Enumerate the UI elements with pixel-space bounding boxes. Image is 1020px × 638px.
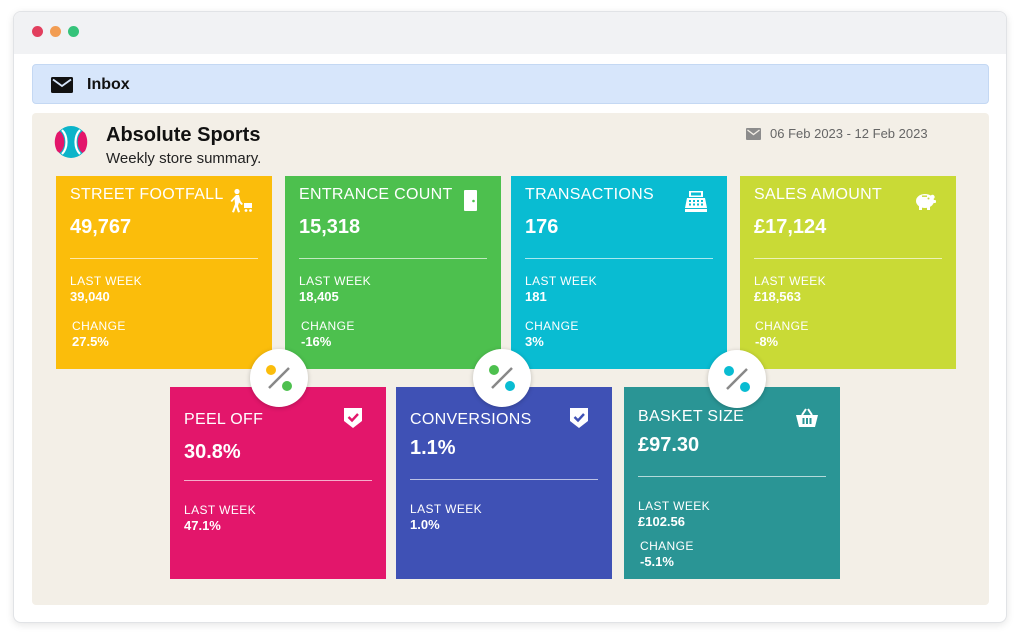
window-titlebar bbox=[14, 12, 1006, 54]
percent-icon bbox=[724, 366, 750, 392]
card-peel-off[interactable]: PEEL OFF 30.8% LAST WEEK 47.1% bbox=[170, 387, 386, 579]
card-title: SALES AMOUNT bbox=[754, 186, 883, 203]
card-title: BASKET SIZE bbox=[638, 408, 745, 425]
card-transactions[interactable]: TRANSACTIONS 176 LAST WEEK 181 CHANGE 3% bbox=[511, 176, 727, 369]
card-title: CONVERSIONS bbox=[410, 411, 532, 428]
card-divider bbox=[70, 258, 258, 259]
last-week-label: LAST WEEK bbox=[410, 502, 483, 516]
last-week-value: £102.56 bbox=[638, 514, 685, 529]
shield-check-icon bbox=[344, 408, 362, 428]
last-week-value: 47.1% bbox=[184, 518, 221, 533]
percent-icon bbox=[266, 365, 292, 391]
last-week-label: LAST WEEK bbox=[70, 274, 143, 288]
last-week-value: 39,040 bbox=[70, 289, 110, 304]
piggy-bank-icon bbox=[916, 194, 936, 210]
card-divider bbox=[638, 476, 826, 477]
card-entrance-count[interactable]: ENTRANCE COUNT 15,318 LAST WEEK 18,405 C… bbox=[285, 176, 501, 369]
envelope-icon bbox=[746, 128, 761, 140]
card-value: 176 bbox=[525, 216, 559, 238]
envelope-icon bbox=[51, 77, 73, 93]
last-week-label: LAST WEEK bbox=[638, 499, 711, 513]
card-divider bbox=[754, 258, 942, 259]
change-value: -5.1% bbox=[640, 554, 674, 569]
door-icon bbox=[464, 190, 477, 211]
percent-badge-peel-off bbox=[250, 349, 308, 407]
percent-icon bbox=[489, 365, 515, 391]
last-week-label: LAST WEEK bbox=[299, 274, 372, 288]
card-divider bbox=[410, 479, 598, 480]
card-value: £97.30 bbox=[638, 434, 700, 456]
card-value: £17,124 bbox=[754, 216, 827, 238]
store-name: Absolute Sports bbox=[106, 124, 261, 146]
card-street-footfall[interactable]: STREET FOOTFALL 49,767 LAST WEEK 39,040 … bbox=[56, 176, 272, 369]
date-range-text: 06 Feb 2023 - 12 Feb 2023 bbox=[770, 126, 928, 141]
card-value: 49,767 bbox=[70, 216, 132, 238]
cash-register-icon bbox=[685, 191, 707, 212]
change-label: CHANGE bbox=[640, 539, 694, 553]
window-close-button[interactable] bbox=[32, 26, 43, 37]
change-label: CHANGE bbox=[72, 319, 126, 333]
change-label: CHANGE bbox=[301, 319, 355, 333]
card-title: PEEL OFF bbox=[184, 411, 264, 428]
card-value: 15,318 bbox=[299, 216, 361, 238]
inbox-bar[interactable]: Inbox bbox=[32, 64, 989, 104]
last-week-value: 18,405 bbox=[299, 289, 339, 304]
shield-check-icon bbox=[570, 408, 588, 428]
card-conversions[interactable]: CONVERSIONS 1.1% LAST WEEK 1.0% bbox=[396, 387, 612, 579]
card-divider bbox=[184, 480, 372, 481]
card-divider bbox=[525, 258, 713, 259]
last-week-label: LAST WEEK bbox=[754, 274, 827, 288]
last-week-label: LAST WEEK bbox=[184, 503, 257, 517]
percent-badge-basket-size bbox=[708, 350, 766, 408]
person-walking-icon bbox=[230, 188, 252, 213]
card-basket-size[interactable]: BASKET SIZE £97.30 LAST WEEK £102.56 CHA… bbox=[624, 387, 840, 579]
last-week-value: 181 bbox=[525, 289, 547, 304]
change-value: 3% bbox=[525, 334, 544, 349]
change-label: CHANGE bbox=[525, 319, 579, 333]
card-title: ENTRANCE COUNT bbox=[299, 186, 453, 203]
browser-window: Inbox Absolute Sports Weekly store summa… bbox=[13, 11, 1007, 623]
change-value: -8% bbox=[755, 334, 779, 349]
store-subtitle: Weekly store summary. bbox=[106, 150, 262, 167]
percent-badge-conversions bbox=[473, 349, 531, 407]
window-minimize-button[interactable] bbox=[50, 26, 61, 37]
card-divider bbox=[299, 258, 487, 259]
change-value: 27.5% bbox=[72, 334, 109, 349]
change-label: CHANGE bbox=[755, 319, 809, 333]
card-sales-amount[interactable]: SALES AMOUNT £17,124 LAST WEEK £18,563 C… bbox=[740, 176, 956, 369]
last-week-label: LAST WEEK bbox=[525, 274, 598, 288]
last-week-value: £18,563 bbox=[754, 289, 801, 304]
card-title: STREET FOOTFALL bbox=[70, 186, 224, 203]
tennis-ball-icon bbox=[54, 126, 88, 158]
last-week-value: 1.0% bbox=[410, 517, 440, 532]
window-maximize-button[interactable] bbox=[68, 26, 79, 37]
inbox-label: Inbox bbox=[87, 76, 130, 93]
card-value: 1.1% bbox=[410, 437, 456, 459]
shopping-basket-icon bbox=[796, 408, 818, 427]
change-value: -16% bbox=[301, 334, 332, 349]
card-title: TRANSACTIONS bbox=[525, 186, 654, 203]
card-value: 30.8% bbox=[184, 441, 241, 463]
